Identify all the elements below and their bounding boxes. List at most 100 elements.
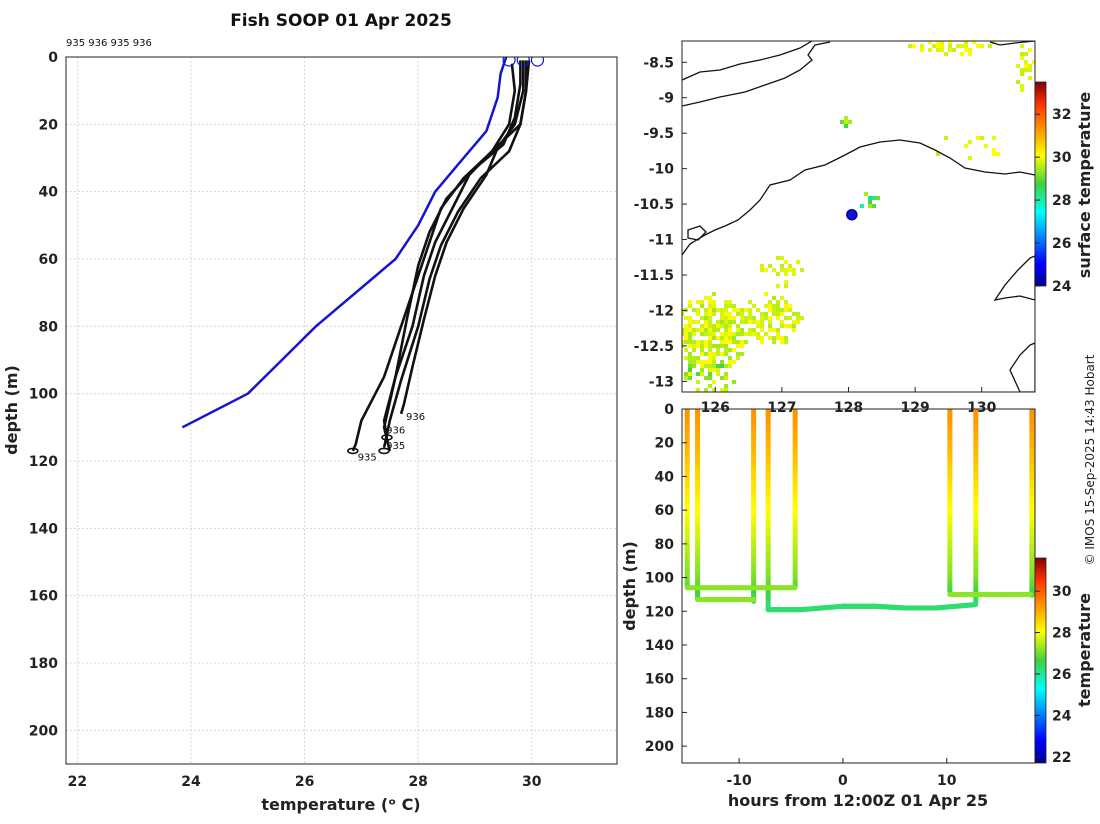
sst-pixel	[700, 360, 704, 364]
sst-pixel	[700, 364, 704, 368]
sst-pixel	[768, 308, 772, 312]
sst-pixel	[764, 312, 768, 316]
sst-pixel	[984, 144, 988, 148]
sst-pixel	[784, 300, 788, 304]
sst-pixel	[720, 352, 724, 356]
sst-pixel	[716, 372, 720, 376]
sst-pixel	[708, 332, 712, 336]
profile-id-label: 936	[386, 426, 405, 437]
sst-pixel	[748, 320, 752, 324]
sst-pixel	[704, 376, 708, 380]
sst-pixel	[716, 324, 720, 328]
sst-pixel	[688, 376, 692, 380]
sst-pixel	[724, 340, 728, 344]
sst-pixel	[748, 316, 752, 320]
sst-pixel	[776, 312, 780, 316]
sst-pixel	[672, 332, 676, 336]
sst-pixel	[676, 324, 680, 328]
sst-pixel	[976, 44, 980, 48]
sst-pixel	[716, 368, 720, 372]
sst-pixel	[688, 356, 692, 360]
sst-pixel	[712, 356, 716, 360]
sst-pixel	[688, 372, 692, 376]
sst-pixel	[692, 320, 696, 324]
sst-pixel	[696, 356, 700, 360]
profile-line	[351, 63, 517, 452]
sst-pixel	[708, 308, 712, 312]
sst-pixel	[740, 352, 744, 356]
sst-pixel	[928, 41, 932, 44]
surface-marker	[516, 57, 530, 67]
sst-pixel	[676, 328, 680, 332]
sst-pixel	[748, 312, 752, 316]
sst-pixel	[772, 340, 776, 344]
y-tick-label: -10.5	[634, 197, 674, 213]
map-x-ticks: 126 127 128 129 130	[701, 387, 997, 416]
sst-pixel	[968, 156, 972, 160]
sst-pixel	[676, 328, 680, 332]
sst-pixel	[724, 384, 728, 388]
sst-pixel	[728, 356, 732, 360]
sst-pixel	[704, 392, 708, 396]
sst-pixel	[708, 324, 712, 328]
sst-pixel	[772, 336, 776, 340]
sst-pixel	[1020, 44, 1024, 48]
sst-pixel	[720, 376, 724, 380]
sst-pixel	[708, 320, 712, 324]
sst-pixel	[996, 152, 1000, 156]
sst-pixel	[724, 336, 728, 340]
sst-pixel	[756, 324, 760, 328]
sst-pixel	[780, 264, 784, 268]
sst-pixel	[780, 324, 784, 328]
x-tick-label: 10	[937, 773, 957, 789]
surface-marker	[530, 57, 545, 67]
sst-pixel	[776, 304, 780, 308]
sst-pixel	[760, 328, 764, 332]
sst-pixel	[760, 324, 764, 328]
sst-pixel	[988, 44, 992, 48]
sst-pixel	[688, 360, 692, 364]
x-tick-label: 128	[834, 400, 863, 416]
sst-pixel	[696, 380, 700, 384]
sst-pixel	[676, 324, 680, 328]
x-tick-label: 28	[408, 774, 427, 790]
sst-pixel	[684, 340, 688, 344]
sst-pixel	[784, 336, 788, 340]
sst-pixel	[712, 304, 716, 308]
sst-pixel	[704, 360, 708, 364]
sst-pixel	[724, 332, 728, 336]
sst-pixel	[676, 320, 680, 324]
y-tick-label: 120	[645, 604, 674, 620]
sst-pixel	[724, 320, 728, 324]
sst-pixel	[788, 304, 792, 308]
sst-pixel	[784, 268, 788, 272]
x-tick-label: 130	[967, 400, 996, 416]
y-tick-label: 180	[29, 656, 58, 672]
sst-pixel	[908, 44, 912, 48]
sst-pixel	[700, 344, 704, 348]
sst-pixel	[736, 328, 740, 332]
sst-pixel	[784, 340, 788, 344]
sst-pixel	[716, 336, 720, 340]
sst-pixel	[736, 312, 740, 316]
y-tick-label: 140	[29, 521, 58, 537]
sst-pixel	[964, 44, 968, 48]
sst-pixel	[716, 348, 720, 352]
sst-pixel	[708, 364, 712, 368]
sst-pixel	[964, 144, 968, 148]
sst-pixel	[732, 336, 736, 340]
sst-colorbar	[1034, 81, 1047, 287]
sst-pixel	[696, 308, 700, 312]
sst-pixel	[712, 344, 716, 348]
sst-pixel	[696, 360, 700, 364]
sst-pixel	[728, 348, 732, 352]
sst-pixel	[696, 300, 700, 304]
sst-pixel	[672, 320, 676, 324]
profile-chart: Fish SOOP 01 Apr 2025 935 936 935 936 93…	[2, 11, 618, 814]
sst-pixel	[732, 348, 736, 352]
sst-pixel	[716, 328, 720, 332]
y-tick-label: 40	[39, 185, 59, 201]
sst-pixel	[712, 388, 716, 392]
